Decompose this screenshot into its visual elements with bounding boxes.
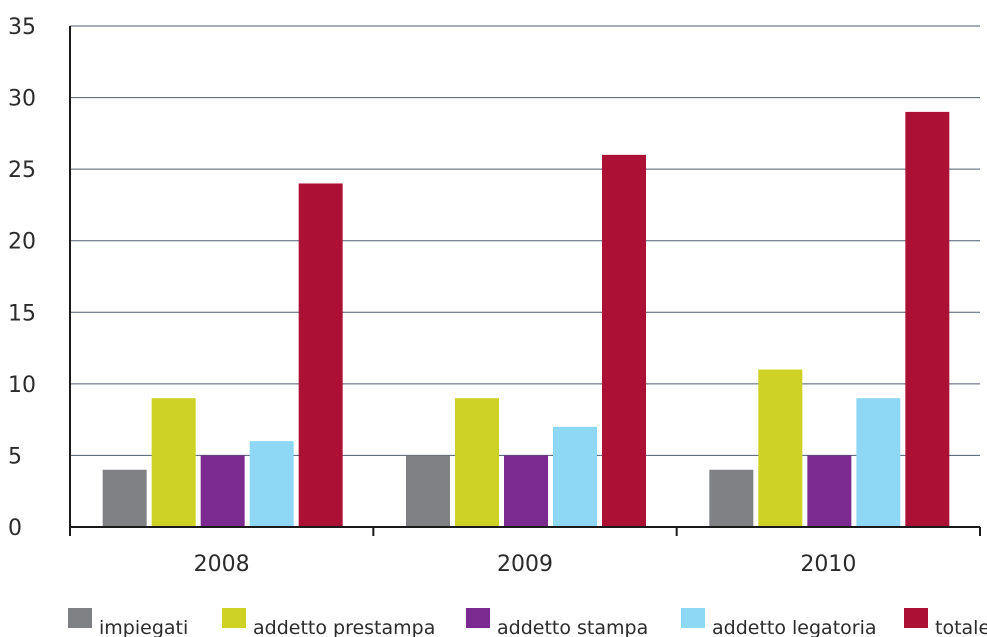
legend: impiegati addetto prestampa addetto stampa…: [68, 608, 987, 637]
gridlines: [70, 25, 980, 456]
bar-addetto-prestampa-2008: [151, 398, 196, 527]
legend-item: impiegati: [68, 608, 188, 637]
y-axis-tick-labels: 0 5 10 15 20 25 30 35: [8, 15, 36, 541]
x-tick-label: 2009: [497, 552, 553, 577]
legend-item: addetto prestampa: [222, 608, 435, 637]
legend-label: addetto legatoria: [712, 617, 877, 637]
bar-addetto-stampa-2008: [200, 455, 245, 527]
x-tick-label: 2010: [800, 552, 856, 577]
axes: [69, 26, 981, 536]
bars: [102, 111, 950, 528]
bar-addetto-legatoria-2009: [553, 426, 597, 527]
bar-addetto-legatoria-2010: [856, 398, 901, 527]
y-tick-label: 20: [8, 230, 36, 255]
y-tick-label: 5: [8, 444, 22, 469]
y-tick-label: 30: [8, 87, 36, 112]
legend-label: impiegati: [99, 617, 188, 637]
bar-totale-2010: [905, 111, 950, 527]
y-tick-label: 0: [8, 516, 22, 541]
bar-addetto-stampa-2010: [807, 455, 852, 527]
y-tick-label: 10: [8, 373, 36, 398]
bar-totale-2008: [298, 183, 343, 527]
legend-label: addetto prestampa: [253, 617, 435, 637]
bar-impiegati-2010: [709, 469, 754, 527]
legend-label: addetto stampa: [497, 617, 648, 637]
y-tick-label: 35: [8, 15, 36, 40]
bar-addetto-legatoria-2008: [249, 441, 294, 527]
bar-totale-2009: [602, 154, 646, 528]
legend-item: addetto stampa: [466, 608, 648, 637]
x-axis-tick-labels: 2008 2009 2010: [194, 552, 857, 577]
bar-addetto-prestampa-2009: [455, 398, 499, 527]
x-tick-label: 2008: [194, 552, 250, 577]
legend-item: addetto legatoria: [681, 608, 877, 637]
bar-addetto-stampa-2009: [504, 455, 548, 527]
bar-impiegati-2008: [102, 469, 147, 527]
legend-swatch: [466, 608, 490, 628]
y-tick-label: 15: [8, 301, 36, 326]
legend-item: totale: [904, 608, 987, 637]
legend-swatch: [904, 608, 928, 628]
legend-swatch: [681, 608, 705, 628]
bar-impiegati-2009: [406, 455, 450, 527]
bar-addetto-prestampa-2010: [758, 369, 803, 527]
y-tick-label: 25: [8, 158, 36, 183]
legend-label: totale: [935, 617, 987, 637]
legend-swatch: [222, 608, 246, 628]
legend-swatch: [68, 608, 92, 628]
